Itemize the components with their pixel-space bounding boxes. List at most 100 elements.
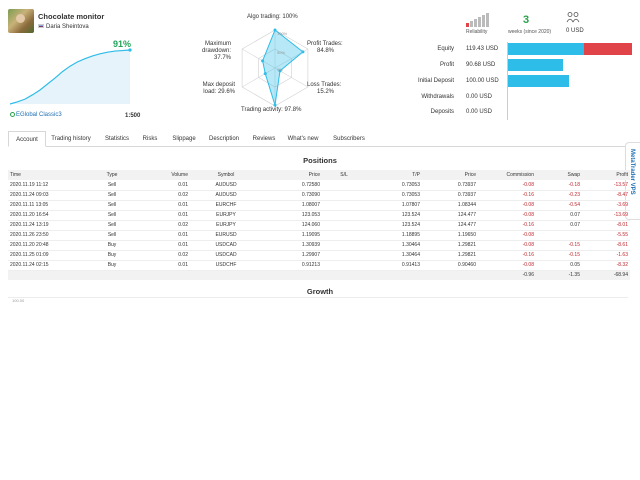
position-cell: USDCAD bbox=[190, 240, 262, 251]
tab-statistics[interactable]: Statistics bbox=[104, 136, 129, 142]
position-cell: -0.08 bbox=[478, 240, 536, 251]
tab-bar: Account Trading history Statistics Risks… bbox=[8, 131, 640, 147]
total-cell bbox=[322, 270, 366, 280]
position-row[interactable]: 2020.11.24 09:03 Sell 0.02 AUDUSD 0.73090 0.7… bbox=[8, 190, 630, 201]
tab-trading-history[interactable]: Trading history bbox=[51, 136, 91, 142]
radar-scale-label: 0% bbox=[277, 67, 283, 72]
position-cell: 2020.11.24 13:19 bbox=[8, 220, 86, 231]
position-cell: 0.73937 bbox=[422, 190, 478, 201]
position-row[interactable]: 2020.11.24 02:15 Buy 0.01 USDCHF 0.91213 0.91… bbox=[8, 260, 630, 271]
position-cell: -8.47 bbox=[582, 190, 630, 201]
radar-chart: 100% 50% 0% Algo trading: 100% Profit Trad… bbox=[200, 12, 350, 118]
avatar[interactable] bbox=[8, 9, 34, 33]
finance-bar-overflow bbox=[583, 43, 632, 55]
position-cell bbox=[322, 250, 366, 261]
position-row[interactable]: 2020.11.20 20:48 Buy 0.01 USDCAD 1.30939 1.30… bbox=[8, 240, 630, 251]
position-cell: Buy bbox=[86, 260, 138, 271]
position-cell: -0.23 bbox=[536, 190, 582, 201]
position-cell: 123.053 bbox=[262, 210, 322, 221]
total-cell bbox=[422, 270, 478, 280]
initial-deposit-label: Initial Deposit bbox=[417, 78, 454, 84]
position-cell: 0.01 bbox=[138, 200, 190, 211]
position-cell: 0.73937 bbox=[422, 180, 478, 191]
radar-label-profit-trades: Profit Trades: 84.8% bbox=[307, 41, 343, 55]
tab-reviews[interactable]: Reviews bbox=[252, 136, 276, 142]
position-cell: 1.19650 bbox=[422, 230, 478, 241]
total-cell: -0.96 bbox=[478, 270, 536, 280]
position-cell: 0.73053 bbox=[366, 180, 422, 191]
position-row[interactable]: 2020.11.24 13:19 Sell 0.02 EURJPY 124.060 123… bbox=[8, 220, 630, 231]
column-header: Swap bbox=[536, 170, 582, 180]
finance-bar bbox=[508, 59, 563, 71]
radar-label-activity: Trading activity: 97.8% bbox=[241, 107, 302, 113]
tab-subscribers[interactable]: Subscribers bbox=[333, 136, 365, 142]
position-cell: 0.02 bbox=[138, 190, 190, 201]
position-cell: -0.18 bbox=[536, 180, 582, 191]
position-cell: 0.07 bbox=[536, 210, 582, 221]
position-cell: 2020.11.19 11:12 bbox=[8, 180, 86, 191]
column-header: S/L bbox=[322, 170, 366, 180]
author-name[interactable]: Daria Sheintova bbox=[38, 24, 89, 30]
position-cell: -8.61 bbox=[582, 240, 630, 251]
radar-scale-label: 100% bbox=[277, 31, 288, 36]
position-cell: 2020.11.24 09:03 bbox=[8, 190, 86, 201]
radar-drawdown-text-2: drawdown: bbox=[201, 48, 231, 54]
tab-whats-new[interactable]: What's new bbox=[287, 136, 319, 142]
vps-label: MetaTrader VPS bbox=[629, 149, 635, 195]
finance-axis bbox=[507, 42, 508, 120]
position-cell: 124.060 bbox=[262, 220, 322, 231]
finance-bar bbox=[508, 43, 584, 55]
position-cell: -0.54 bbox=[536, 200, 582, 211]
column-header: Commission bbox=[478, 170, 536, 180]
position-cell bbox=[322, 260, 366, 271]
position-cell: Sell bbox=[86, 200, 138, 211]
positions-header-row: Time Type Volume Symbol Price S/L T/P Price Comm… bbox=[8, 170, 630, 180]
position-row[interactable]: 2020.11.20 16:54 Sell 0.01 EURJPY 123.053 123… bbox=[8, 210, 630, 221]
withdrawals-value: 0.00 USD bbox=[466, 94, 493, 100]
position-cell: 124.477 bbox=[422, 220, 478, 231]
profit-label: Profit bbox=[439, 62, 454, 68]
tab-description[interactable]: Description bbox=[208, 136, 239, 142]
finance-bar bbox=[508, 75, 569, 87]
position-row[interactable]: 2020.11.11 13:05 Sell 0.01 EURCHF 1.08007 1.0… bbox=[8, 200, 630, 211]
reliability-icon[interactable] bbox=[466, 13, 494, 27]
radar-deposit-load-text: Max deposit bbox=[202, 82, 235, 88]
tab-risks[interactable]: Risks bbox=[142, 136, 158, 142]
signal-title[interactable]: Chocolate monitor bbox=[38, 12, 105, 21]
total-cell bbox=[138, 270, 190, 280]
position-cell: -0.08 bbox=[478, 260, 536, 271]
position-cell: 1.07807 bbox=[366, 200, 422, 211]
broker-link[interactable]: EGlobal Classic3 bbox=[10, 112, 62, 118]
profit-value: 90.68 USD bbox=[466, 62, 496, 68]
position-row[interactable]: 2020.11.26 23:50 Sell 0.01 EURUSD 1.19095 1.1… bbox=[8, 230, 630, 241]
broker-status-icon bbox=[10, 112, 15, 117]
total-cell bbox=[8, 270, 86, 280]
radar-profit-trades-value: 84.8% bbox=[317, 48, 335, 54]
position-cell bbox=[322, 230, 366, 241]
position-cell: 1.29821 bbox=[422, 250, 478, 261]
flag-icon bbox=[38, 24, 44, 29]
radar-profit-trades-text: Profit Trades: bbox=[307, 41, 343, 47]
position-row[interactable]: 2020.11.19 11:12 Sell 0.01 AUDUSD 0.72580 0.7… bbox=[8, 180, 630, 191]
equity-value: 119.43 USD bbox=[466, 46, 499, 52]
radar-point bbox=[301, 50, 305, 54]
growth-end-point bbox=[128, 48, 132, 52]
deposits-value: 0.00 USD bbox=[466, 109, 493, 115]
radar-label-algo: Algo trading: 100% bbox=[247, 14, 298, 20]
position-cell: -1.63 bbox=[582, 250, 630, 261]
position-cell bbox=[536, 230, 582, 241]
position-cell: 0.73090 bbox=[262, 190, 322, 201]
radar-axis bbox=[241, 48, 276, 69]
tab-slippage[interactable]: Slippage bbox=[172, 136, 196, 142]
position-cell: Buy bbox=[86, 240, 138, 251]
radar-scale-label: 50% bbox=[277, 50, 285, 55]
column-header: Time bbox=[8, 170, 86, 180]
radar-point bbox=[263, 72, 267, 76]
position-cell: 2020.11.24 02:15 bbox=[8, 260, 86, 271]
radar-graphic: 100% 50% 0% bbox=[241, 28, 309, 107]
position-cell: Buy bbox=[86, 250, 138, 261]
tab-account[interactable]: Account bbox=[8, 131, 46, 147]
position-row[interactable]: 2020.11.25 01:09 Buy 0.02 USDCAD 1.29907 1.30… bbox=[8, 250, 630, 261]
position-cell: -0.08 bbox=[478, 180, 536, 191]
position-cell: 1.18895 bbox=[366, 230, 422, 241]
